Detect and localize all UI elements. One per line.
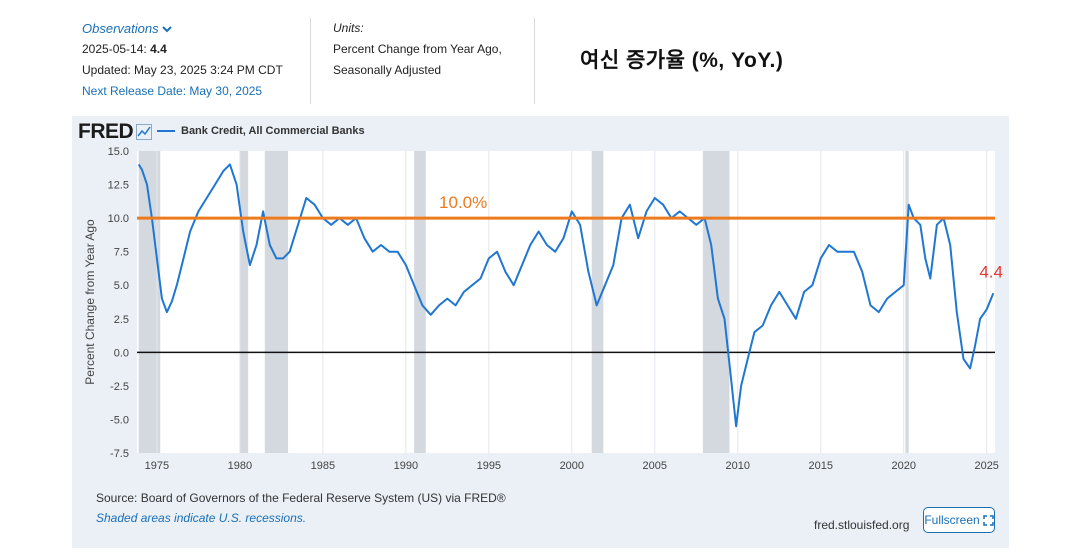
site-url[interactable]: fred.stlouisfed.org [814,518,910,532]
korean-title: 여신 증가율 (%, YoY.) [580,49,784,72]
y-tick-label: 10.0 [108,213,129,225]
x-tick-label: 1995 [477,460,501,472]
x-tick-label: 2020 [891,460,915,472]
fred-logo-text: FRED [78,120,134,143]
units-line-2: Seasonally Adjusted [333,63,442,77]
x-tick-label: 2015 [809,460,833,472]
x-tick-label: 1990 [394,460,418,472]
recession-band [264,151,289,453]
observation-header: Observations 2025-05-14: 4.4 Updated: Ma… [0,14,1080,104]
legend-swatch [157,130,175,132]
chart-panel: -7.5 -5.0 -2.5 0.0 2.5 5.0 7.5 10.0 12.5 15.0 1975… [72,116,1009,548]
y-tick-label: -7.5 [110,448,129,460]
x-tick-label: 1985 [311,460,335,472]
x-tick-label: 2005 [643,460,667,472]
y-tick-label: 2.5 [114,314,129,326]
fullscreen-button[interactable]: Fullscreen [923,507,995,533]
y-tick-label: 12.5 [108,180,129,192]
units-label: Units: [333,21,364,35]
next-release-date: Next Release Date: May 30, 2025 [82,84,263,98]
x-tick-label: 2025 [974,460,998,472]
chart-line-icon [136,124,153,141]
y-tick-label: 7.5 [114,247,129,259]
observation-date: 2025-05-14: [82,42,147,56]
chevron-down-icon [161,25,172,32]
legend-label: Bank Credit, All Commercial Banks [181,125,365,137]
observations-column: Observations 2025-05-14: 4.4 Updated: Ma… [82,18,283,102]
x-tick-label: 1975 [145,460,169,472]
x-tick-label: 2000 [560,460,584,472]
recession-band [702,151,730,453]
observations-toggle[interactable]: Observations [82,18,283,39]
fullscreen-label: Fullscreen [924,513,980,527]
updated-timestamp: Updated: May 23, 2025 3:24 PM CDT [82,63,283,77]
y-axis-label: Percent Change from Year Ago [83,219,97,385]
latest-observation: 2025-05-14: 4.4 [82,39,283,60]
source-text: Source: Board of Governors of the Federa… [96,491,506,505]
reference-line-label: 10.0% [439,193,487,212]
y-tick-label: -5.0 [110,414,129,426]
x-tick-label: 1980 [228,460,252,472]
line-chart: -7.5 -5.0 -2.5 0.0 2.5 5.0 7.5 10.0 12.5 15.0 1975… [83,146,1003,472]
y-tick-label: 0.0 [114,347,129,359]
fred-logo: FRED [78,120,153,144]
header-divider [534,18,535,104]
header-divider [310,18,311,104]
last-value-label: 4.4 [979,262,1003,281]
observation-value: 4.4 [150,42,167,56]
recession-note: Shaded areas indicate U.S. recessions. [96,511,307,525]
series-line-bank-credit [137,163,995,428]
recession-band [905,151,909,453]
recession-band [138,151,161,453]
y-tick-label: 15.0 [108,146,129,158]
units-column: Units: Percent Change from Year Ago, Sea… [333,18,502,81]
x-tick-label: 2010 [726,460,750,472]
expand-icon [982,514,994,526]
units-line-1: Percent Change from Year Ago, [333,42,502,56]
observations-label: Observations [82,21,159,36]
y-tick-label: 5.0 [114,280,129,292]
chart-legend: Bank Credit, All Commercial Banks [157,125,365,137]
y-tick-label: -2.5 [110,381,129,393]
recession-band [239,151,249,453]
